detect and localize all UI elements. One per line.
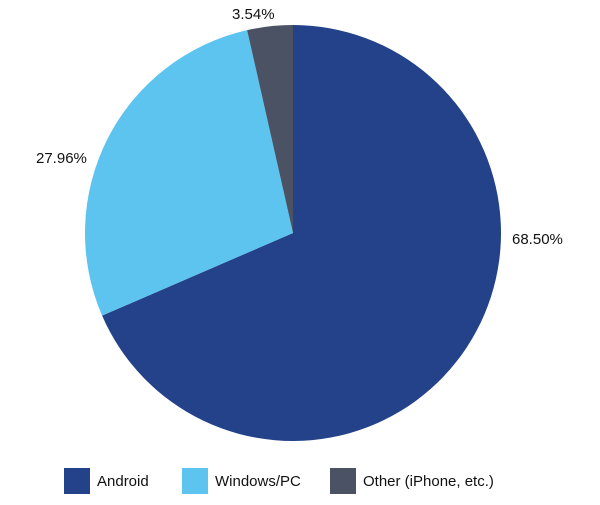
legend-item-other-iphone-etc: Other (iPhone, etc.) [330, 468, 494, 494]
slice-labels: 68.50% 27.96% 3.54% [36, 6, 563, 248]
pie-slices [85, 25, 501, 441]
legend-swatch-windows-pc [182, 468, 208, 494]
pie-slice-other-iphone-etc [247, 25, 293, 233]
legend-item-android: Android [64, 468, 149, 494]
pie-slice-android [102, 25, 501, 441]
legend-swatch-android [64, 468, 90, 494]
legend-swatch-other-iphone-etc [330, 468, 356, 494]
legend-label-other-iphone-etc: Other (iPhone, etc.) [363, 473, 494, 490]
legend-item-windows-pc: Windows/PC [182, 468, 301, 494]
slice-label-other-iphone-etc: 3.54% [232, 6, 275, 23]
pie-slice-windows-pc [85, 30, 293, 316]
legend-label-windows-pc: Windows/PC [215, 473, 301, 490]
slice-label-windows-pc: 27.96% [36, 150, 87, 167]
legend-label-android: Android [97, 473, 149, 490]
legend: Android Windows/PC Other (iPhone, etc.) [64, 468, 494, 494]
slice-label-android: 68.50% [512, 231, 563, 248]
